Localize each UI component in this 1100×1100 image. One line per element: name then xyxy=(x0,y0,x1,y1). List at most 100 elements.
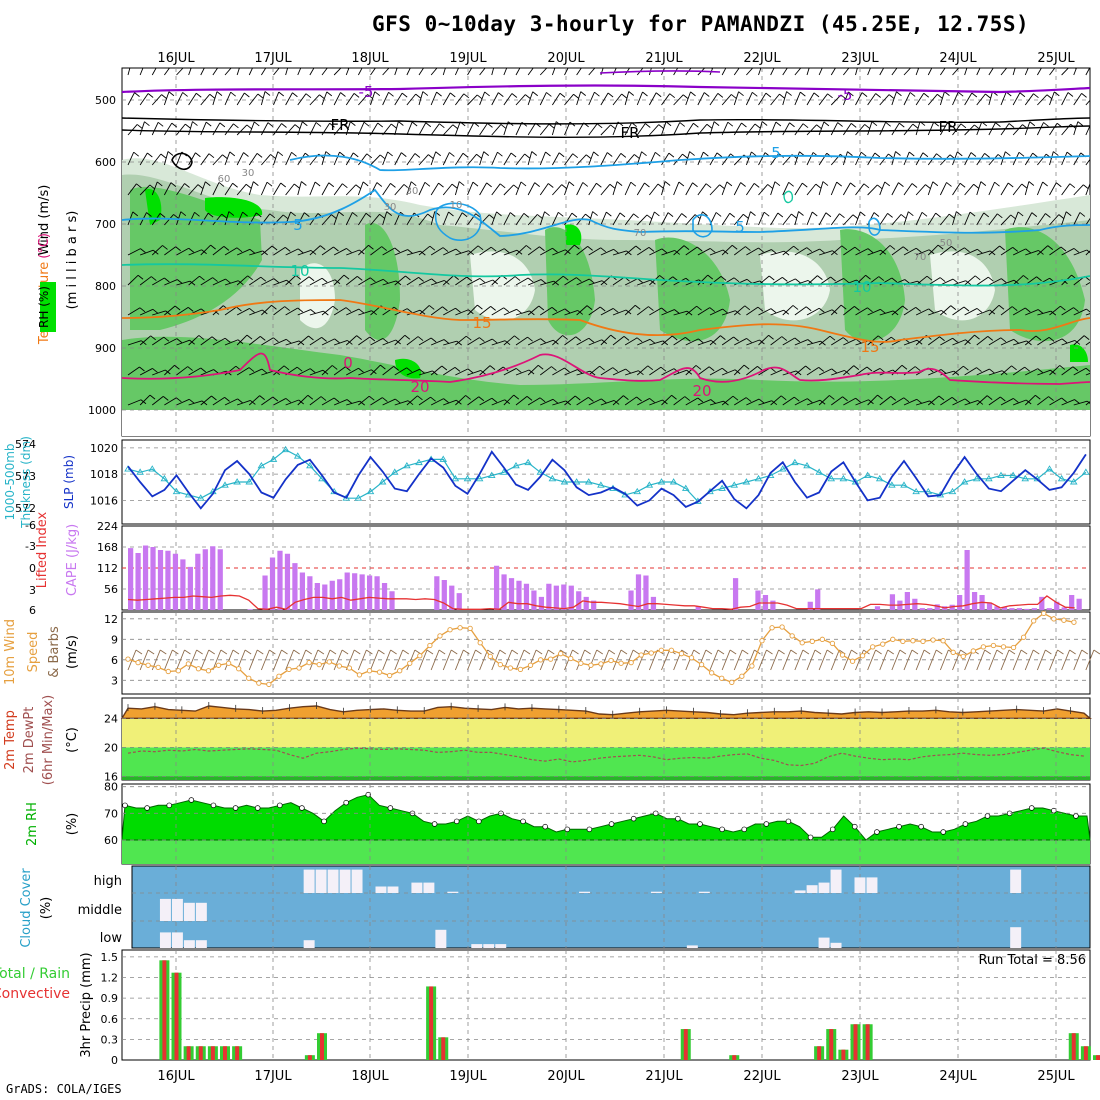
wind-barb-flag xyxy=(679,122,686,127)
wind-barb-flag xyxy=(516,308,522,314)
wind-barb xyxy=(782,213,792,226)
wind-barb xyxy=(224,339,239,346)
li-tick-label: 0 xyxy=(29,562,36,575)
wind-barb xyxy=(127,366,140,376)
wind10-point xyxy=(397,668,403,674)
wind-barb-flag xyxy=(613,400,620,405)
precip-tick-label: 0.6 xyxy=(101,1013,119,1026)
wind-barb xyxy=(891,122,900,136)
thickness-tick-label: 572 xyxy=(15,502,36,515)
wind10-point xyxy=(990,642,997,649)
wind-barb xyxy=(164,68,171,76)
wind-barb xyxy=(927,93,938,106)
thickness-point xyxy=(500,468,508,475)
wind-barb-flag xyxy=(180,211,187,217)
wind-barb-flag xyxy=(855,338,862,344)
precip-label-total: Total / Rain xyxy=(0,966,70,982)
wind-barb xyxy=(964,92,973,106)
temp2m-unit: (°C) xyxy=(65,727,80,753)
wind-barb-flag xyxy=(308,335,314,341)
wind-barb xyxy=(164,338,178,346)
wind10-point xyxy=(376,669,383,675)
wind-barb xyxy=(988,68,994,76)
wind-barb xyxy=(285,275,297,286)
precip-conv-bar xyxy=(429,986,434,1060)
wind-barb-flag xyxy=(379,213,385,219)
wind-barb xyxy=(903,398,917,406)
wind-barb xyxy=(321,214,332,226)
wind-barb xyxy=(527,122,536,136)
wind-barb xyxy=(588,398,602,406)
wind10-barb-flag xyxy=(1057,649,1064,655)
wind10-barb-flag xyxy=(487,649,494,655)
wind-barb-flag xyxy=(771,400,778,406)
bottom-date-label: 17JUL xyxy=(254,1069,292,1084)
wind-barb-flag xyxy=(794,337,801,343)
wind-barb-flag xyxy=(986,395,993,400)
cloud-level-label: high xyxy=(94,874,122,889)
wind-barb xyxy=(200,68,205,76)
wind-barb xyxy=(939,182,947,196)
wind10-barb xyxy=(1073,649,1083,671)
wind10-barb xyxy=(394,649,404,671)
cape-bar xyxy=(889,594,896,610)
wind-barb xyxy=(212,246,225,256)
wind-barb xyxy=(418,396,431,406)
wind-barb xyxy=(212,182,220,196)
cape-bar xyxy=(755,590,761,610)
wind-barb xyxy=(612,336,625,346)
wind-barb-flag xyxy=(236,306,242,312)
wind-barb-flag xyxy=(355,184,362,190)
wind-barb-flag xyxy=(257,93,264,99)
wind-barb-flag xyxy=(139,366,145,372)
wind-barb xyxy=(928,369,942,376)
slp-tick-label: 1018 xyxy=(90,468,118,481)
wind-barb-flag xyxy=(132,211,139,217)
wind-barb xyxy=(733,305,746,316)
grads-credit: GrADS: COLA/IGES xyxy=(6,1082,122,1096)
wind-barb-flag xyxy=(951,397,958,402)
wind-barb xyxy=(285,152,292,166)
wind-barb-flag xyxy=(192,121,198,126)
wind-barb xyxy=(515,94,526,106)
wind-barb xyxy=(333,340,348,346)
isotherm-15 xyxy=(122,299,1090,343)
wind-barb-flag xyxy=(1043,122,1049,127)
wind-barb-flag xyxy=(435,151,441,157)
wind-barb-flag xyxy=(461,212,468,218)
wind-barb xyxy=(988,245,1000,256)
wind-barb-flag xyxy=(529,310,535,316)
wind-barb-flag xyxy=(133,151,139,157)
wind-barb xyxy=(624,245,637,256)
wind-barb xyxy=(479,123,488,136)
wind-barb xyxy=(830,213,840,226)
wind-barb xyxy=(964,308,978,316)
wind-barb-flag xyxy=(738,91,744,97)
cloud-bar xyxy=(1010,869,1022,893)
wind-barb-flag xyxy=(795,278,801,284)
wind-barb xyxy=(879,122,887,136)
wind-barb-flag xyxy=(703,92,710,97)
wind-barb xyxy=(552,308,566,316)
wind10-point xyxy=(296,665,302,671)
wind-barb xyxy=(321,91,328,106)
wind-barb xyxy=(782,68,788,76)
wind-barb xyxy=(855,211,861,226)
wind-barb-flag xyxy=(394,247,401,253)
cape-bar xyxy=(389,591,395,610)
top-date-labels: 16JUL 17JUL 18JUL 19JUL 20JUL 21JUL 22JUL 23JUL… xyxy=(157,51,1075,66)
wind-barb-flag xyxy=(442,247,449,252)
wind-barb-flag xyxy=(309,368,316,373)
wind-barb xyxy=(139,368,153,376)
wind-barb xyxy=(491,399,505,406)
wind-barb xyxy=(1085,124,1090,136)
wind-barb-flag xyxy=(527,277,534,283)
wind-barb xyxy=(382,151,389,166)
wind-barb xyxy=(624,182,632,196)
wind-barb-flag xyxy=(908,211,914,217)
wind-barb xyxy=(564,244,575,256)
wind-barb xyxy=(1036,68,1042,76)
isotherm-label: 10 xyxy=(852,278,871,296)
wind-barb-flag xyxy=(442,306,448,312)
wind-barb xyxy=(540,339,554,346)
